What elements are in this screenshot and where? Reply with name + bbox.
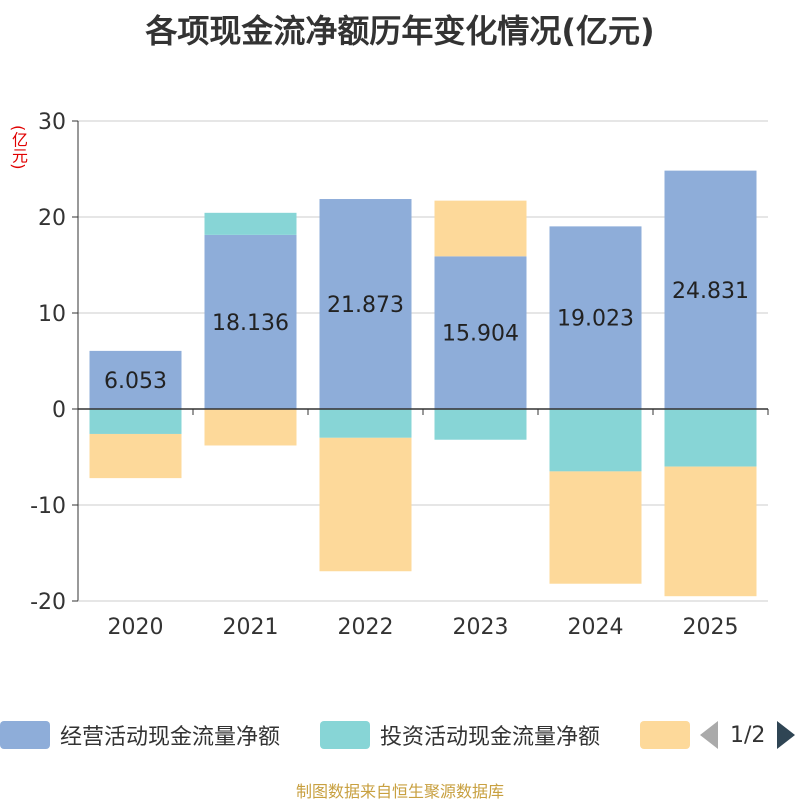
y-tick-label: 0 — [52, 398, 66, 423]
bar-series-1 — [434, 409, 527, 440]
bar-chart: 30 20 10 0 -10 -20 6.053 18.136 21.873 15.904 19.0… — [30, 110, 769, 640]
bar-series-2 — [549, 471, 642, 584]
bar-series-1 — [664, 409, 757, 467]
legend-page-indicator: 1/2 — [730, 722, 766, 748]
legend-pager: 1/2 — [700, 719, 796, 751]
bar-series-0 — [204, 234, 297, 409]
legend-label-operating: 经营活动现金流量净额 — [60, 725, 281, 750]
bar-series-0 — [664, 170, 757, 409]
bar-series-0 — [434, 256, 527, 409]
legend-label-investing: 投资活动现金流量净额 — [380, 725, 601, 750]
y-axis-unit-label: (亿元) — [9, 125, 28, 170]
bar-series-1 — [319, 409, 412, 438]
bar-series-2 — [664, 466, 757, 597]
bar-series-2 — [204, 409, 297, 446]
bar-series-2 — [89, 433, 182, 479]
y-tick-label: 30 — [38, 110, 66, 135]
data-label: 24.831 — [672, 279, 749, 304]
bar-series-1 — [204, 212, 297, 235]
bar-series-0 — [89, 350, 182, 409]
chart-title: 各项现金流净额历年变化情况(亿元) — [145, 12, 655, 50]
x-tick-label: 2025 — [683, 615, 739, 640]
legend-swatch-financing — [640, 721, 690, 749]
legend-swatch-operating — [0, 721, 50, 749]
bar-series-0 — [549, 226, 642, 409]
bar-series-1 — [549, 409, 642, 472]
legend-next-icon[interactable] — [777, 721, 796, 749]
legend-item-investing[interactable]: 投资活动现金流量净额 — [320, 719, 600, 751]
x-tick-label: 2021 — [223, 615, 279, 640]
y-tick-label: 20 — [38, 206, 66, 231]
data-label: 18.136 — [212, 311, 289, 336]
legend-swatch-investing — [320, 721, 370, 749]
legend-item-operating[interactable]: 经营活动现金流量净额 — [0, 719, 280, 751]
legend-prev-icon[interactable] — [700, 721, 718, 749]
data-source-note: 制图数据来自恒生聚源数据库 — [295, 782, 504, 801]
x-tick-label: 2022 — [338, 615, 394, 640]
legend: 经营活动现金流量净额 投资活动现金流量净额 1/2 — [0, 715, 800, 755]
bar-series-1 — [89, 409, 182, 434]
legend-item-financing[interactable] — [640, 719, 690, 751]
data-label: 19.023 — [557, 307, 634, 332]
x-tick-label: 2024 — [568, 615, 624, 640]
x-tick-label: 2020 — [108, 615, 164, 640]
data-label: 6.053 — [104, 369, 167, 394]
y-tick-label: 10 — [38, 302, 66, 327]
x-tick-label: 2023 — [453, 615, 509, 640]
bar-series-0 — [319, 199, 412, 409]
bar-series-2 — [434, 200, 527, 257]
y-tick-label: -20 — [30, 590, 66, 615]
y-tick-label: -10 — [30, 494, 66, 519]
data-label: 21.873 — [327, 293, 404, 318]
data-label: 15.904 — [442, 322, 519, 347]
bar-series-2 — [319, 437, 412, 572]
